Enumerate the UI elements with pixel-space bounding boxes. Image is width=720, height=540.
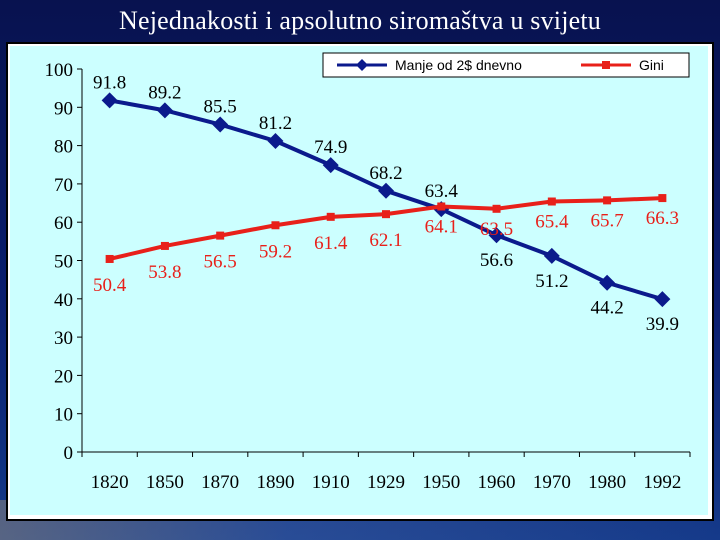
data-label: 44.2 xyxy=(590,298,623,319)
data-label: 61.4 xyxy=(314,233,348,254)
data-label: 85.5 xyxy=(204,97,237,118)
x-tick-label: 1970 xyxy=(533,472,571,493)
data-point-diamond xyxy=(654,291,671,308)
data-point-diamond xyxy=(212,116,229,133)
data-point-square xyxy=(547,197,556,206)
chart-frame: 0 10 20 30 40 50 60 70 80 90 100 1820 1850 1870 1890 19… xyxy=(6,42,714,521)
x-tick-label: 1960 xyxy=(478,472,516,493)
chart-panel: 0 10 20 30 40 50 60 70 80 90 100 1820 1850 1870 1890 19… xyxy=(10,46,708,515)
data-label: 64.1 xyxy=(425,216,458,237)
y-tick-label: 90 xyxy=(54,98,73,119)
data-point-square xyxy=(603,196,612,205)
data-label: 50.4 xyxy=(93,275,127,296)
data-point-square xyxy=(105,254,114,263)
data-point-diamond xyxy=(378,182,394,199)
data-label: 62.1 xyxy=(369,230,402,251)
data-point-diamond xyxy=(543,247,560,264)
y-tick-label: 30 xyxy=(54,328,73,349)
x-tick-label: 1870 xyxy=(201,472,239,493)
data-point-diamond xyxy=(488,227,505,244)
x-tick-label: 1850 xyxy=(146,472,184,493)
y-tick-label: 20 xyxy=(54,366,73,387)
data-point-square xyxy=(326,212,335,221)
series-layer xyxy=(101,92,671,308)
data-label: 81.2 xyxy=(259,113,292,134)
x-tick-label: 1929 xyxy=(367,472,405,493)
data-label: 56.6 xyxy=(480,250,513,271)
x-tick-label: 1910 xyxy=(312,472,350,493)
data-label: 91.8 xyxy=(93,72,126,93)
y-tick-label: 80 xyxy=(54,137,73,158)
data-label: 39.9 xyxy=(646,314,679,335)
data-label: 65.4 xyxy=(535,212,569,233)
data-point-square xyxy=(437,202,446,211)
data-label: 68.2 xyxy=(369,163,402,184)
data-label: 66.3 xyxy=(646,208,679,229)
data-label: 63.5 xyxy=(480,219,513,240)
y-tick-label: 10 xyxy=(54,405,73,426)
data-point-diamond xyxy=(101,92,118,109)
data-label: 59.2 xyxy=(259,241,292,262)
data-point-square xyxy=(160,241,169,250)
data-label: 65.7 xyxy=(590,210,623,231)
axes: 0 10 20 30 40 50 60 70 80 90 100 1820 1850 1870 1890 19… xyxy=(45,60,691,493)
data-label: 89.2 xyxy=(148,82,181,103)
y-tick-label: 50 xyxy=(54,252,73,273)
x-tick-label: 1992 xyxy=(643,472,681,493)
y-tick-label: 0 xyxy=(64,443,74,464)
data-label: 63.4 xyxy=(425,181,459,202)
data-point-square xyxy=(492,204,501,213)
x-tick-label: 1890 xyxy=(256,472,294,493)
data-point-diamond xyxy=(267,133,284,150)
y-tick-label: 100 xyxy=(45,60,74,81)
data-point-diamond xyxy=(322,157,339,174)
legend-marker-square xyxy=(602,61,610,69)
y-tick-label: 70 xyxy=(54,175,73,196)
y-tick-label: 40 xyxy=(54,290,73,311)
data-label: 74.9 xyxy=(314,137,347,158)
x-tick-label: 1820 xyxy=(91,472,129,493)
data-point-square xyxy=(382,210,390,219)
data-label: 53.8 xyxy=(148,262,181,283)
legend-label: Gini xyxy=(639,57,664,73)
legend: Manje od 2$ dnevno Gini xyxy=(322,52,690,78)
data-label: 56.5 xyxy=(204,252,237,273)
data-point-square xyxy=(271,221,280,230)
legend-label: Manje od 2$ dnevno xyxy=(395,57,522,73)
data-point-diamond xyxy=(599,274,616,291)
data-point-square xyxy=(658,194,667,203)
data-point-diamond xyxy=(156,102,173,119)
labels-layer: 91.8 89.2 85.5 81.2 74.9 68.2 63.4 56.6 51.2 44.2… xyxy=(93,72,679,335)
data-point-square xyxy=(216,231,225,240)
x-tick-label: 1980 xyxy=(588,472,626,493)
legend-marker-diamond xyxy=(356,59,368,71)
slide-title: Nejednakosti i apsolutno siromaštva u sv… xyxy=(119,6,601,35)
y-tick-label: 60 xyxy=(54,213,73,234)
line-chart: 0 10 20 30 40 50 60 70 80 90 100 1820 1850 1870 1890 19… xyxy=(45,52,691,493)
data-label: 51.2 xyxy=(535,271,568,292)
x-tick-label: 1950 xyxy=(422,472,460,493)
